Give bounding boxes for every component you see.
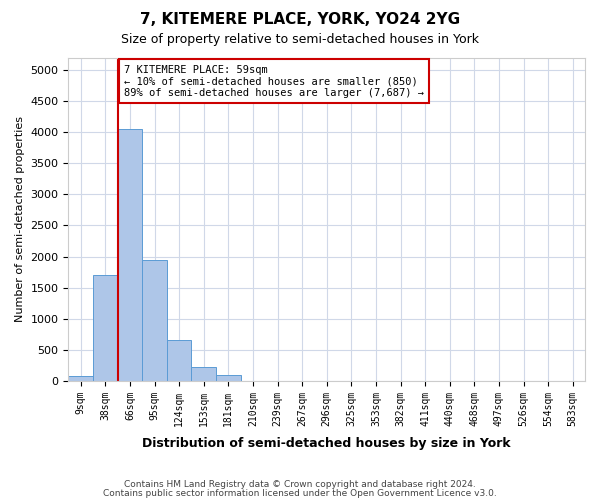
Bar: [191, 366, 216, 381]
Text: 7, KITEMERE PLACE, YORK, YO24 2YG: 7, KITEMERE PLACE, YORK, YO24 2YG: [140, 12, 460, 28]
Y-axis label: Number of semi-detached properties: Number of semi-detached properties: [15, 116, 25, 322]
X-axis label: Distribution of semi-detached houses by size in York: Distribution of semi-detached houses by …: [142, 437, 511, 450]
Text: Contains HM Land Registry data © Crown copyright and database right 2024.: Contains HM Land Registry data © Crown c…: [124, 480, 476, 489]
Bar: [93, 275, 118, 381]
Bar: [142, 260, 167, 381]
Bar: [118, 129, 142, 381]
Bar: [68, 376, 93, 381]
Text: Size of property relative to semi-detached houses in York: Size of property relative to semi-detach…: [121, 32, 479, 46]
Bar: [167, 340, 191, 381]
Text: 7 KITEMERE PLACE: 59sqm
← 10% of semi-detached houses are smaller (850)
89% of s: 7 KITEMERE PLACE: 59sqm ← 10% of semi-de…: [124, 64, 424, 98]
Text: Contains public sector information licensed under the Open Government Licence v3: Contains public sector information licen…: [103, 488, 497, 498]
Bar: [216, 374, 241, 381]
